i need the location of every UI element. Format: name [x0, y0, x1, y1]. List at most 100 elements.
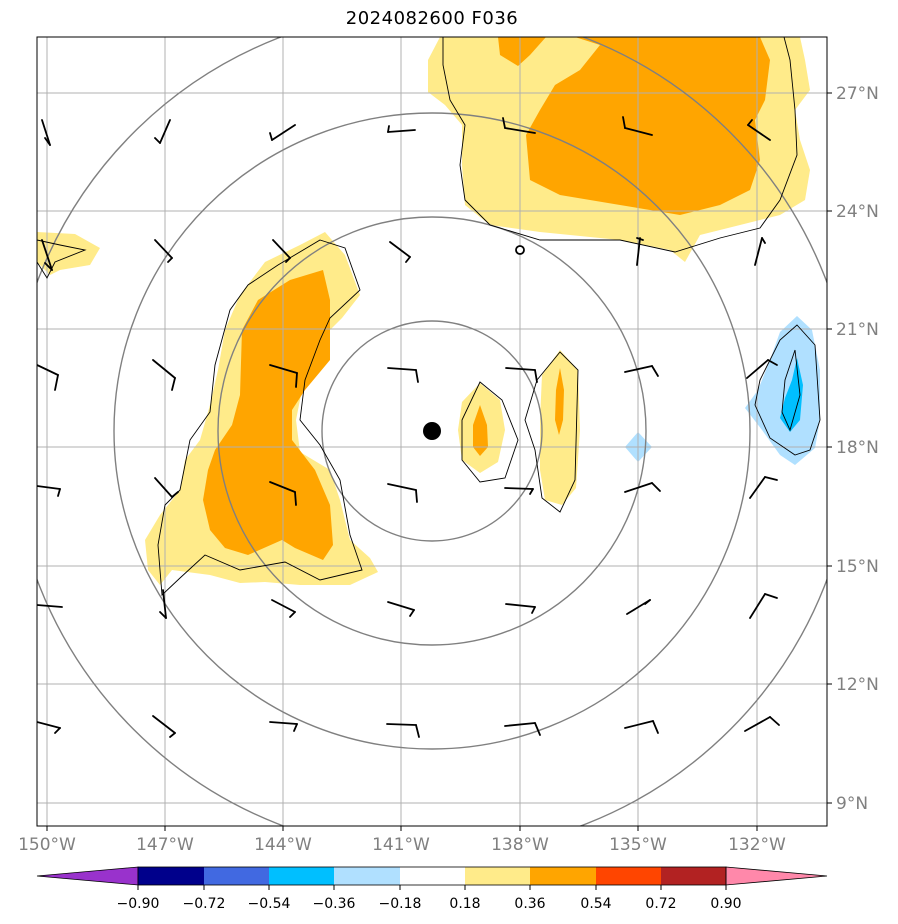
lat-label: 12°N: [836, 675, 879, 695]
wind-barb: [626, 599, 651, 615]
wind-barb: [624, 720, 659, 734]
wind-barb: [505, 367, 538, 383]
map-frame: [36, 36, 828, 827]
colorbar: −0.90 −0.72 −0.54 −0.36 −0.18 0.18 0.36 …: [36, 866, 828, 912]
wind-barb: [37, 721, 61, 734]
wind-barb: [159, 589, 167, 619]
lon-label: 135°W: [609, 835, 667, 855]
wind-barb: [746, 359, 778, 379]
wind-barb: [152, 715, 176, 738]
wind-barb: [505, 603, 536, 614]
shaded-region-west-light: [37, 232, 100, 275]
graticule: [37, 37, 827, 826]
lat-label: 24°N: [836, 202, 879, 222]
colorbar-tick-label: 0.72: [645, 896, 676, 912]
longitude-labels: 150°W 147°W 144°W 141°W 138°W 135°W 132°…: [18, 835, 786, 855]
wind-barb: [41, 239, 53, 271]
shaded-region-sw-mid: [203, 270, 333, 560]
wind-barb: [37, 485, 61, 497]
colorbar-tick-label: 0.36: [514, 896, 545, 912]
wind-barb: [154, 239, 173, 263]
wind-barb: [272, 239, 291, 263]
colorbar-frame: [137, 866, 727, 886]
colorbar-bin: [269, 867, 334, 885]
lat-label: 27°N: [836, 84, 879, 104]
wind-barb: [154, 477, 179, 498]
lat-label: 18°N: [836, 438, 879, 458]
wind-barb: [624, 482, 661, 493]
colorbar-bin: [400, 867, 465, 885]
wind-barb: [387, 367, 419, 383]
lat-label: 21°N: [836, 320, 879, 340]
wind-barb: [387, 125, 416, 133]
wind-barb: [504, 722, 541, 736]
range-ring-1: [321, 320, 543, 542]
range-ring-3: [113, 112, 751, 750]
wind-barbs: [37, 116, 780, 738]
colorbar-tick-label: 0.18: [449, 896, 480, 912]
colorbar-tick-label: 0.54: [580, 896, 611, 912]
wind-barb: [504, 487, 534, 495]
wind-barb: [269, 481, 297, 506]
wind-barb: [747, 119, 771, 141]
lon-label: 147°W: [136, 835, 194, 855]
wind-barb: [41, 119, 51, 146]
lat-label: 15°N: [836, 557, 879, 577]
wind-barb: [271, 599, 296, 618]
colorbar-extend-low: [36, 866, 139, 886]
wind-barb: [154, 119, 171, 144]
range-ring-2: [217, 216, 647, 646]
contour-lines: [37, 37, 821, 596]
colorbar-tick-label: −0.36: [313, 896, 356, 912]
colorbar-tick-label: −0.18: [379, 896, 422, 912]
storm-center-marker: [423, 422, 441, 440]
map-area: [37, 37, 827, 826]
colorbar-bin: [204, 867, 269, 885]
shaded-region-c2-mid: [555, 368, 564, 435]
wind-barb: [636, 237, 644, 266]
map-title: 2024082600 F036: [345, 8, 519, 29]
colorbar-bin: [334, 867, 400, 885]
colorbar-bin: [661, 867, 726, 885]
wind-barb: [37, 604, 63, 608]
lon-label: 144°W: [254, 835, 312, 855]
wind-barb: [386, 723, 420, 738]
wind-barb: [389, 241, 411, 263]
wind-barb: [269, 364, 298, 388]
colorbar-tick-label: −0.54: [248, 896, 291, 912]
wind-barb: [269, 721, 298, 732]
wind-barb: [744, 716, 780, 732]
colorbar-tick-label: −0.90: [117, 896, 160, 912]
shaded-region-neg-mid: [780, 358, 803, 432]
colorbar-bin: [138, 867, 204, 885]
wind-barb: [624, 365, 659, 377]
colorbar-extend-high: [725, 866, 828, 886]
shaded-region-ne-mid: [498, 37, 770, 215]
wind-barb: [387, 483, 418, 503]
shaded-region-neg-light: [745, 316, 820, 465]
lon-label: 132°W: [728, 835, 786, 855]
shaded-region-c1-mid: [473, 405, 488, 456]
wind-barb: [37, 364, 59, 391]
wind-barb: [269, 124, 296, 141]
range-rings: [37, 37, 827, 826]
colorbar-bin: [465, 867, 530, 885]
wind-barb: [749, 476, 778, 499]
wind-barb: [622, 116, 653, 136]
lon-label: 141°W: [372, 835, 430, 855]
colorbar-tick-label: −0.72: [183, 896, 226, 912]
wind-barb: [152, 359, 176, 391]
wind-barb: [754, 237, 766, 266]
tick-marks: [46, 92, 832, 831]
colorbar-tick-label: 0.90: [710, 896, 741, 912]
colorbar-bin: [596, 867, 661, 885]
secondary-marker: [515, 245, 525, 255]
lon-label: 138°W: [491, 835, 549, 855]
lon-label: 150°W: [18, 835, 76, 855]
lat-label: 9°N: [836, 794, 868, 814]
wind-barb: [387, 601, 415, 617]
wind-barb: [749, 593, 778, 619]
latitude-labels: 9°N 12°N 15°N 18°N 21°N 24°N 27°N: [836, 84, 879, 814]
wind-barb: [502, 117, 536, 134]
